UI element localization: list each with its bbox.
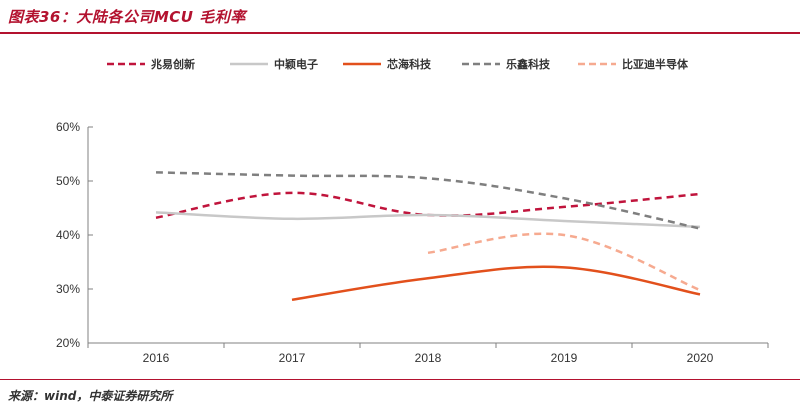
legend: 兆易创新 中颖电子 芯海科技 乐鑫科技 比亚迪半导体 [107, 57, 689, 71]
legend-label: 芯海科技 [387, 57, 432, 71]
series-line-3 [291, 265, 701, 302]
legend-label: 中颖电子 [274, 57, 318, 71]
series-line-4 [155, 171, 701, 230]
x-tick-label: 2020 [687, 351, 714, 365]
y-tick-label: 50% [56, 174, 80, 188]
y-tick-label: 30% [56, 282, 80, 296]
series-line-5 [427, 232, 701, 292]
axes: 20% 30% 40% 50% 60% 2016 2017 2018 2019 2020 [56, 120, 769, 365]
legend-label: 兆易创新 [151, 57, 195, 71]
series-line-2 [155, 211, 701, 229]
top-rule [0, 32, 800, 34]
source-note: 来源：wind，中泰证券研究所 [8, 389, 173, 403]
legend-label: 乐鑫科技 [506, 57, 551, 71]
x-tick-label: 2016 [143, 351, 170, 365]
bottom-rule [0, 379, 800, 380]
y-tick-label: 20% [56, 336, 80, 350]
x-tick-label: 2017 [279, 351, 306, 365]
x-tick-label: 2018 [415, 351, 442, 365]
x-tick-label: 2019 [551, 351, 578, 365]
legend-label: 比亚迪半导体 [622, 57, 689, 71]
y-tick-label: 60% [56, 120, 80, 134]
y-tick-label: 40% [56, 228, 80, 242]
figure-title: 图表36：大陆各公司MCU 毛利率 [8, 8, 246, 26]
series-lines [155, 171, 701, 302]
